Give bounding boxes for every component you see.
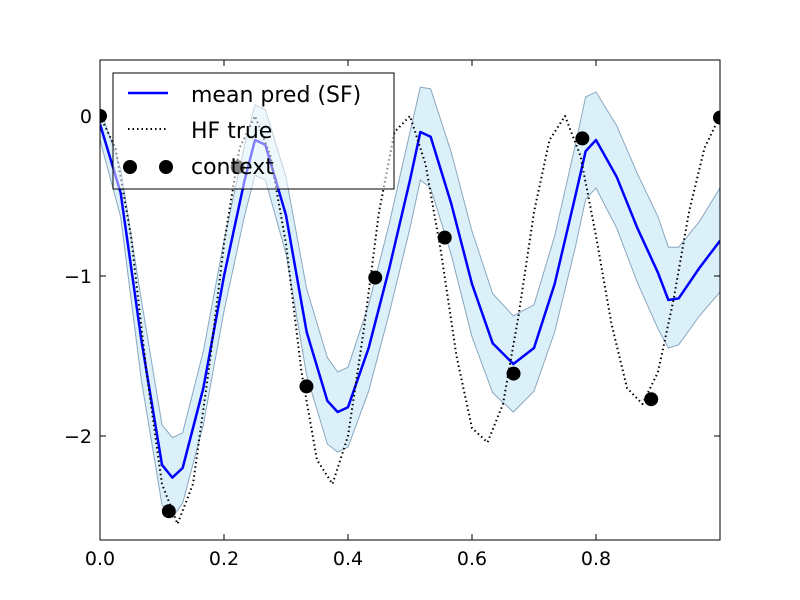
context-point bbox=[368, 270, 383, 285]
legend-swatch-marker bbox=[159, 160, 173, 174]
legend-swatch-marker bbox=[123, 160, 137, 174]
legend: mean pred (SF) HF true context bbox=[112, 72, 395, 190]
context-point bbox=[644, 392, 659, 407]
context-point bbox=[161, 504, 176, 519]
legend-label: context bbox=[191, 155, 274, 180]
y-tick-label: −2 bbox=[64, 426, 92, 448]
axes-frame bbox=[99, 59, 721, 541]
x-tick-label: 0.2 bbox=[209, 548, 239, 570]
x-tick-label: 0.8 bbox=[581, 548, 611, 570]
mean-pred-line bbox=[100, 123, 720, 479]
y-tick-label: −1 bbox=[64, 266, 92, 288]
x-tick-label: 0.0 bbox=[85, 548, 115, 570]
x-tick-label: 0.4 bbox=[333, 548, 363, 570]
legend-label: HF true bbox=[191, 119, 272, 144]
context-point bbox=[437, 230, 452, 245]
legend-label: mean pred (SF) bbox=[191, 83, 361, 108]
plot-area bbox=[100, 86, 720, 525]
context-point bbox=[575, 131, 590, 146]
context-point bbox=[299, 379, 314, 394]
context-point bbox=[713, 110, 720, 125]
x-tick-label: 0.6 bbox=[457, 548, 487, 570]
context-point bbox=[506, 366, 521, 381]
hf-true-line bbox=[100, 115, 720, 525]
y-tick-label: 0 bbox=[80, 106, 92, 128]
axis-ticks: 0.0 0.2 0.4 0.6 0.8 0 −1 −2 bbox=[64, 60, 720, 570]
